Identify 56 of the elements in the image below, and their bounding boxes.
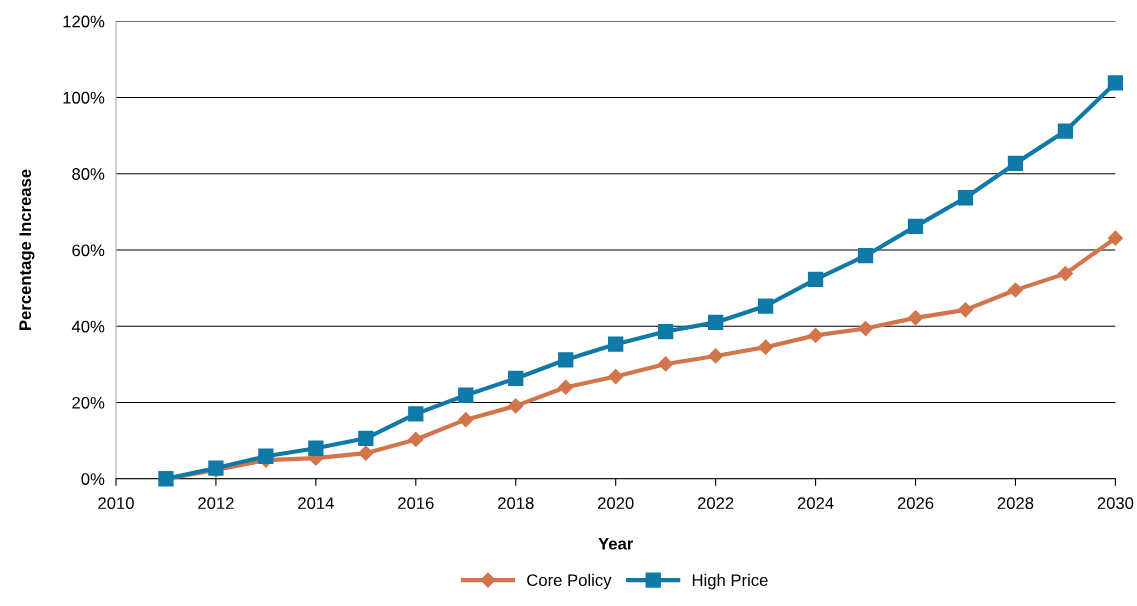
- point: [957, 302, 974, 318]
- x-tick-label: 2024: [797, 497, 834, 510]
- x-tick-label: 2022: [697, 497, 734, 510]
- point: [508, 398, 524, 414]
- x-tick-label: 2018: [498, 497, 534, 510]
- point: [857, 320, 874, 337]
- x-tick-label: 2016: [398, 497, 434, 510]
- point: [1007, 155, 1024, 172]
- point: [608, 336, 624, 352]
- point: [758, 339, 774, 355]
- point: [1107, 230, 1123, 246]
- x-axis-title: Year: [598, 537, 634, 550]
- y-tick-label: 40%: [71, 320, 105, 333]
- y-axis-title: Percentage Increase: [19, 169, 35, 330]
- point: [508, 370, 524, 387]
- point: [358, 430, 374, 446]
- point: [907, 310, 924, 326]
- point: [907, 218, 924, 234]
- point: [408, 431, 424, 448]
- x-tick-label: 2010: [98, 497, 134, 510]
- point: [408, 406, 424, 422]
- legend-label: High Price: [692, 573, 768, 590]
- point: [1107, 75, 1124, 91]
- point: [658, 323, 674, 340]
- point: [1057, 266, 1073, 282]
- x-tick-label: 2020: [597, 497, 634, 510]
- point: [358, 445, 374, 461]
- x-tick-label: 2012: [198, 497, 234, 510]
- point: [807, 327, 824, 343]
- point: [708, 348, 724, 364]
- x-tick-label: 2030: [1097, 497, 1134, 510]
- point: [658, 356, 674, 372]
- point: [857, 248, 874, 264]
- point: [308, 440, 324, 456]
- point: [1057, 123, 1074, 139]
- point: [807, 271, 824, 287]
- y-tick-label: 100%: [63, 91, 105, 104]
- y-tick-label: 80%: [72, 168, 105, 180]
- point: [458, 412, 474, 428]
- x-tick-label: 2028: [997, 497, 1034, 510]
- point: [458, 387, 474, 403]
- y-tick-label: 20%: [72, 396, 105, 409]
- x-tick-label: 2014: [298, 497, 334, 510]
- point: [957, 190, 974, 206]
- point: [1007, 282, 1024, 298]
- legend-label: Core Policy: [527, 573, 612, 590]
- point: [757, 298, 774, 314]
- point: [558, 352, 574, 368]
- y-tick-label: 120%: [63, 15, 105, 28]
- x-tick-label: 2026: [897, 497, 934, 510]
- point: [258, 448, 274, 464]
- point: [558, 379, 574, 395]
- point: [707, 314, 724, 331]
- y-tick-label: 0%: [81, 473, 105, 485]
- y-tick-label: 60%: [72, 244, 105, 257]
- point: [608, 368, 624, 385]
